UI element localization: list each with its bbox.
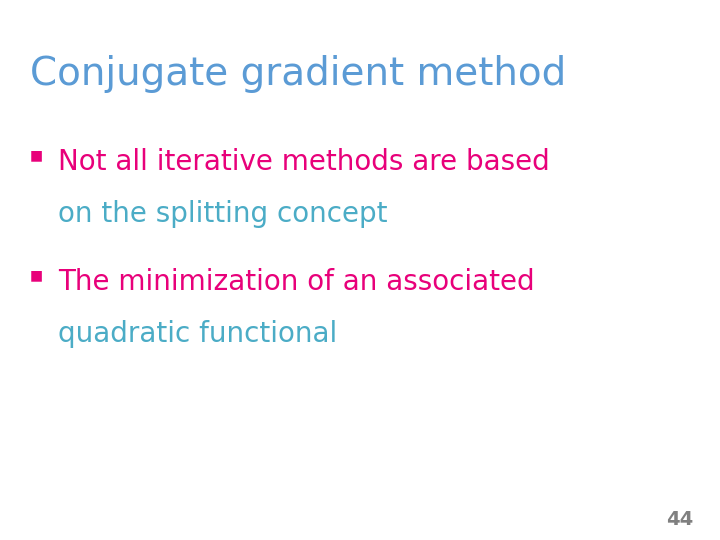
Text: Conjugate gradient method: Conjugate gradient method [30,55,566,93]
Text: The minimization of an associated: The minimization of an associated [58,268,535,296]
Text: on the splitting concept: on the splitting concept [58,200,387,228]
Text: ■: ■ [30,148,43,162]
Text: 44: 44 [666,510,693,529]
Text: Not all iterative methods are based: Not all iterative methods are based [58,148,550,176]
Text: quadratic functional: quadratic functional [58,320,337,348]
Text: ■: ■ [30,268,43,282]
